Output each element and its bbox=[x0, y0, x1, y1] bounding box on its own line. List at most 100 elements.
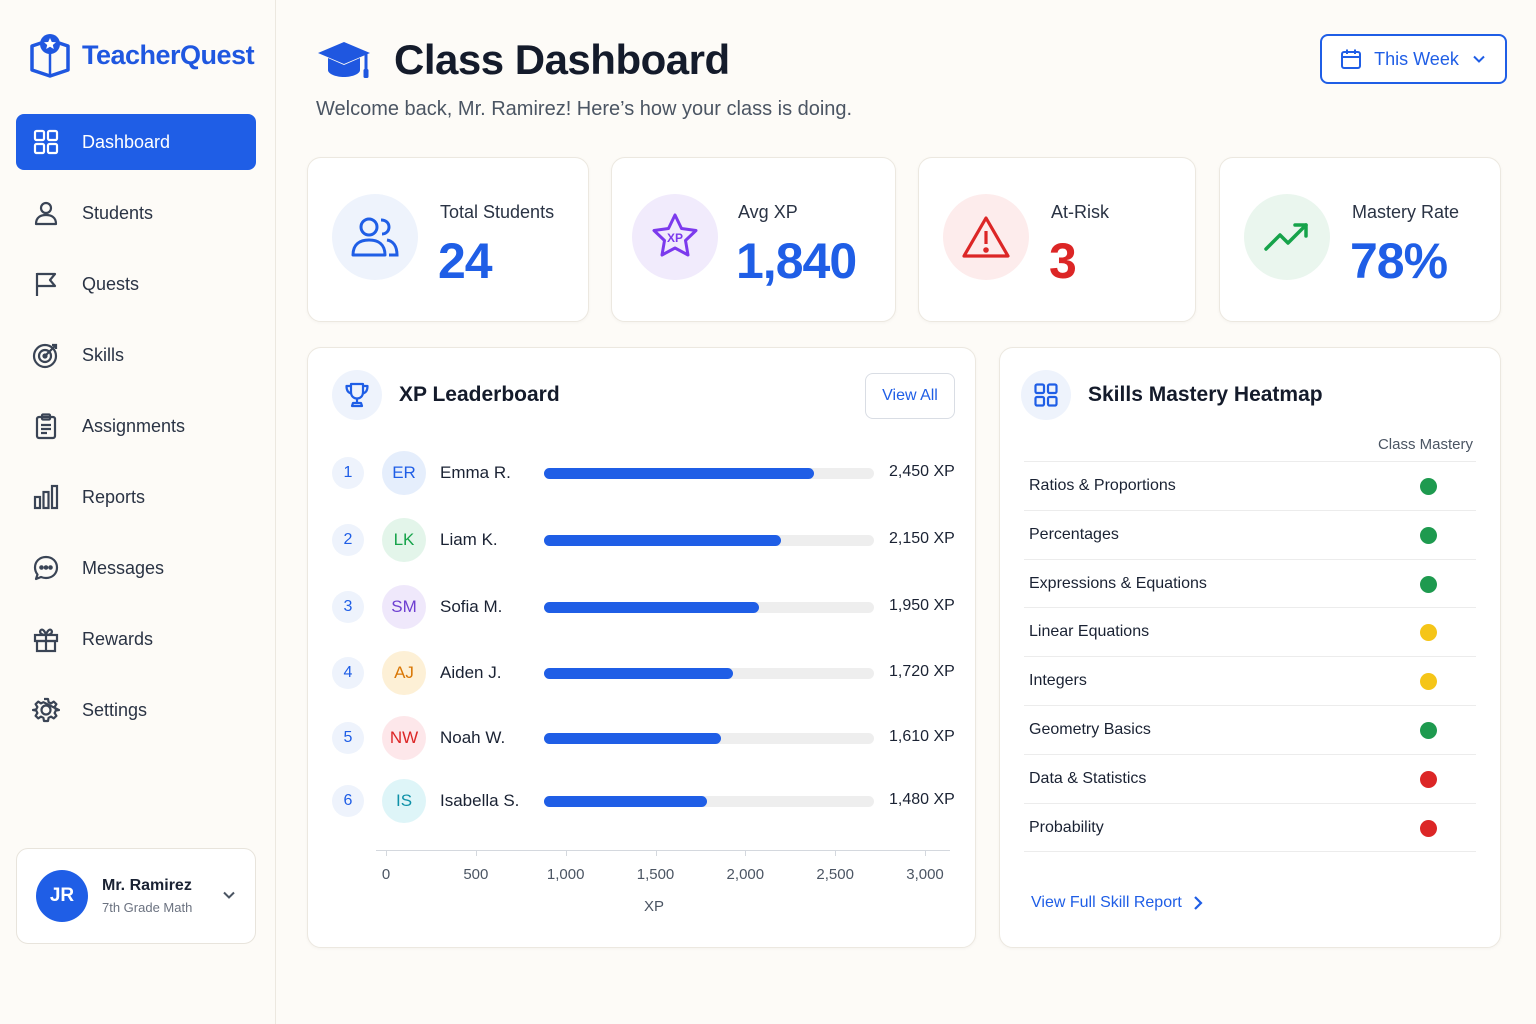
heatmap-row[interactable]: Integers bbox=[1024, 657, 1476, 706]
stat-label: Avg XP bbox=[738, 202, 798, 222]
user-icon bbox=[34, 201, 58, 226]
skill-name: Linear Equations bbox=[1029, 623, 1150, 641]
heatmap-row[interactable]: Linear Equations bbox=[1024, 608, 1476, 658]
user-profile-card[interactable]: JR Mr. Ramirez 7th Grade Math bbox=[16, 848, 256, 944]
chevron-down-icon bbox=[1473, 55, 1485, 63]
panel-title: XP Leaderboard bbox=[399, 383, 560, 406]
stat-value: 1,840 bbox=[736, 233, 857, 289]
xp-bar-track bbox=[544, 602, 874, 613]
svg-text:XP: XP bbox=[667, 231, 683, 245]
stat-card-total-students[interactable]: Total Students 24 bbox=[307, 157, 589, 322]
sidebar-item-messages[interactable]: Messages bbox=[16, 540, 256, 596]
sidebar-item-label: Students bbox=[82, 202, 154, 223]
x-axis-tick bbox=[835, 850, 837, 856]
rank-badge: 6 bbox=[332, 785, 364, 817]
x-tick-label: 1,000 bbox=[546, 866, 585, 883]
student-name: Emma R. bbox=[440, 463, 511, 482]
heatmap-row[interactable]: Probability bbox=[1024, 804, 1476, 853]
sidebar-item-skills[interactable]: Skills bbox=[16, 327, 256, 383]
heatmap-row[interactable]: Expressions & Equations bbox=[1024, 560, 1476, 609]
skill-name: Probability bbox=[1029, 818, 1104, 836]
stat-icon-wrap bbox=[332, 194, 418, 280]
logo-icon bbox=[30, 34, 70, 78]
sidebar-item-settings[interactable]: Settings bbox=[16, 682, 256, 738]
sidebar: TeacherQuest Dashboard Students Quests S… bbox=[0, 0, 276, 1024]
sidebar-item-label: Settings bbox=[82, 699, 148, 720]
heatmap-row[interactable]: Percentages bbox=[1024, 511, 1476, 560]
sidebar-item-label: Skills bbox=[82, 344, 125, 365]
chevron-down-icon[interactable] bbox=[221, 887, 237, 903]
xp-bar-track bbox=[544, 468, 874, 479]
user-name: Mr. Ramirez bbox=[102, 877, 192, 894]
student-name: Aiden J. bbox=[440, 663, 502, 682]
rank-badge: 3 bbox=[332, 591, 364, 623]
panel-header: Skills Mastery Heatmap bbox=[1021, 370, 1323, 420]
stat-card-avg-xp[interactable]: XP Avg XP 1,840 bbox=[611, 157, 896, 322]
student-avatar: LK bbox=[382, 518, 426, 562]
flag-icon bbox=[35, 272, 57, 296]
xp-bar bbox=[544, 602, 759, 613]
sidebar-item-quests[interactable]: Quests bbox=[16, 256, 256, 312]
skill-name: Ratios & Proportions bbox=[1029, 477, 1176, 494]
sidebar-item-label: Messages bbox=[82, 557, 165, 578]
leaderboard-row[interactable]: 6 IS Isabella S. 1,480 XP bbox=[332, 779, 962, 823]
page-header: Class Dashboard bbox=[316, 36, 730, 84]
stat-card-mastery-rate[interactable]: Mastery Rate 78% bbox=[1219, 157, 1501, 322]
app-name: TeacherQuest bbox=[82, 39, 255, 70]
x-axis-tick bbox=[565, 850, 567, 856]
sidebar-item-label: Dashboard bbox=[82, 131, 171, 152]
stat-label: Mastery Rate bbox=[1352, 202, 1460, 222]
grid-icon bbox=[1034, 383, 1058, 407]
heatmap-list: Ratios & Proportions Percentages Expressio… bbox=[1024, 461, 1476, 853]
skill-name: Data & Statistics bbox=[1029, 769, 1147, 787]
clipboard-icon bbox=[35, 413, 57, 440]
stat-card-at-risk[interactable]: At-Risk 3 bbox=[918, 157, 1196, 322]
rank-badge: 5 bbox=[332, 722, 364, 754]
x-axis-label: XP bbox=[643, 898, 665, 915]
app-logo[interactable]: TeacherQuest bbox=[26, 30, 255, 80]
view-all-button[interactable]: View All bbox=[865, 373, 955, 419]
rank-badge: 4 bbox=[332, 657, 364, 689]
period-dropdown[interactable]: This Week bbox=[1320, 34, 1507, 84]
sidebar-item-label: Rewards bbox=[82, 628, 154, 649]
xp-bar-track bbox=[544, 733, 874, 744]
sidebar-item-rewards[interactable]: Rewards bbox=[16, 611, 256, 667]
heatmap-row[interactable]: Geometry Basics bbox=[1024, 706, 1476, 755]
trophy-icon bbox=[345, 382, 369, 408]
x-tick-label: 3,000 bbox=[906, 866, 944, 883]
student-avatar: IS bbox=[382, 779, 426, 823]
target-icon bbox=[32, 343, 58, 369]
xp-star-icon: XP bbox=[652, 213, 698, 257]
xp-value: 1,610 XP bbox=[889, 728, 955, 745]
sidebar-item-students[interactable]: Students bbox=[16, 185, 256, 241]
sidebar-item-dashboard[interactable]: Dashboard bbox=[16, 114, 256, 170]
sidebar-item-reports[interactable]: Reports bbox=[16, 469, 256, 525]
view-full-skill-report-link[interactable]: View Full Skill Report bbox=[1031, 894, 1204, 912]
sidebar-item-assignments[interactable]: Assignments bbox=[16, 398, 256, 454]
graduation-cap-icon bbox=[318, 42, 370, 78]
mastery-indicator bbox=[1420, 673, 1437, 691]
calendar-icon bbox=[1341, 49, 1362, 69]
xp-bar-track bbox=[544, 668, 874, 679]
mastery-indicator bbox=[1420, 819, 1437, 837]
leaderboard-row[interactable]: 4 AJ Aiden J. 1,720 XP bbox=[332, 651, 962, 695]
leaderboard-row[interactable]: 1 ER Emma R. 2,450 XP bbox=[332, 451, 962, 495]
skill-name: Integers bbox=[1029, 672, 1087, 690]
stat-label: Total Students bbox=[440, 202, 555, 222]
xp-bar bbox=[544, 535, 781, 546]
trend-up-icon bbox=[1264, 223, 1308, 251]
xp-bar-track bbox=[544, 535, 874, 546]
sidebar-item-label: Reports bbox=[82, 486, 146, 507]
leaderboard-row[interactable]: 2 LK Liam K. 2,150 XP bbox=[332, 518, 962, 562]
xp-bar-track bbox=[544, 796, 874, 807]
leaderboard-row[interactable]: 3 SM Sofia M. 1,950 XP bbox=[332, 585, 962, 629]
page-subtitle: Welcome back, Mr. Ramirez! Here’s how yo… bbox=[316, 98, 853, 120]
heatmap-row[interactable]: Data & Statistics bbox=[1024, 755, 1476, 804]
heatmap-row[interactable]: Ratios & Proportions bbox=[1024, 462, 1476, 511]
skills-heatmap-panel: Skills Mastery Heatmap Class Mastery Rat… bbox=[999, 347, 1501, 948]
mastery-indicator bbox=[1420, 575, 1437, 593]
leaderboard-row[interactable]: 5 NW Noah W. 1,610 XP bbox=[332, 716, 962, 760]
stat-icon-wrap bbox=[943, 194, 1029, 280]
chevron-right-icon bbox=[1194, 896, 1203, 910]
student-avatar: ER bbox=[382, 451, 426, 495]
